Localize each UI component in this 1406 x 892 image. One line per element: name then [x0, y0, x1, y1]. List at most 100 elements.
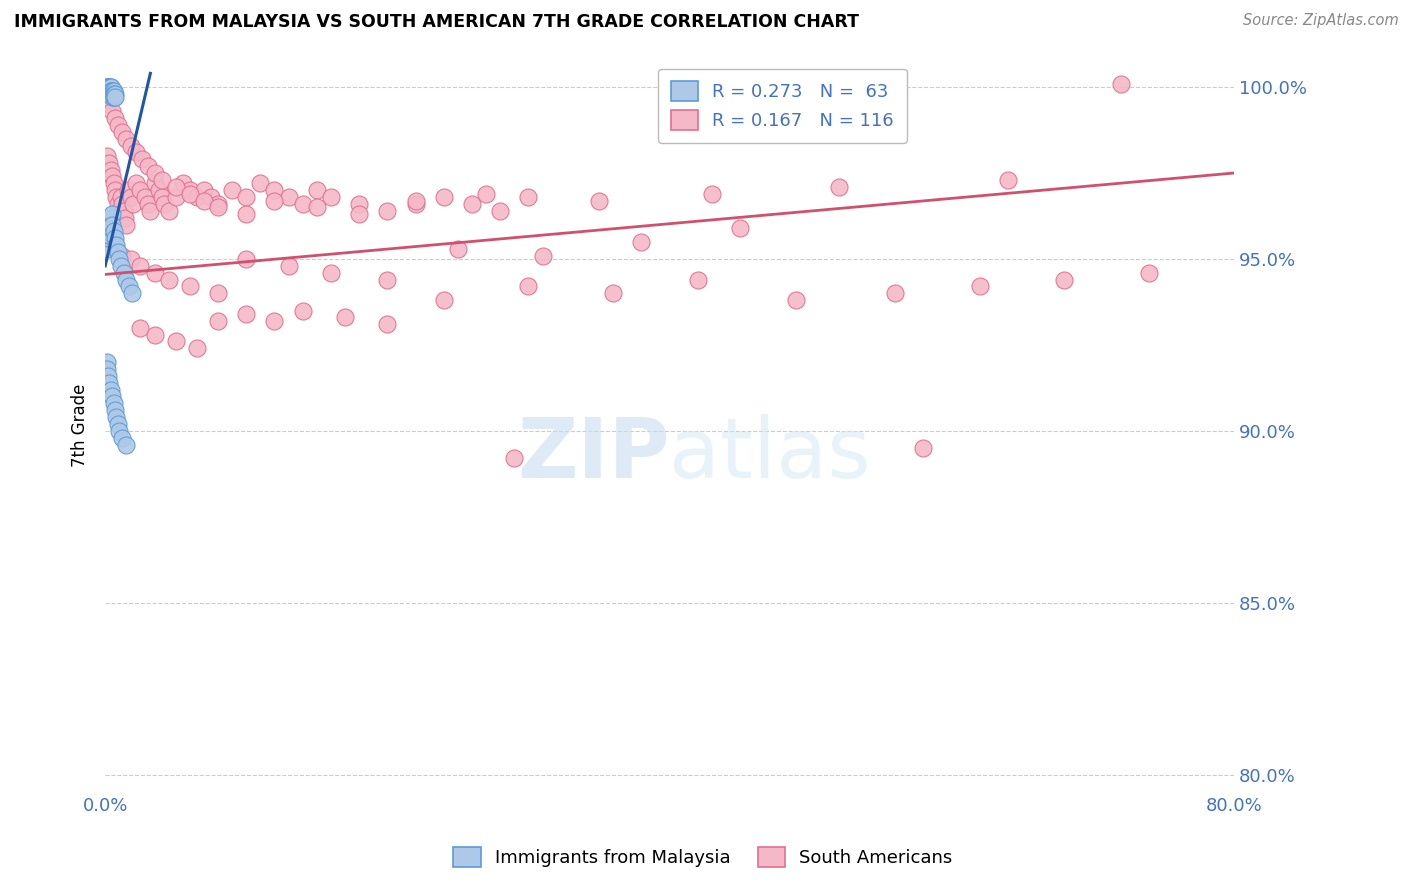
- Point: [347, 197, 370, 211]
- Point: [319, 190, 342, 204]
- Point: [97, 83, 120, 97]
- Point: [997, 173, 1019, 187]
- Point: [103, 90, 125, 104]
- Point: [405, 197, 427, 211]
- Text: atlas: atlas: [669, 415, 872, 495]
- Point: [98, 155, 121, 169]
- Point: [110, 259, 132, 273]
- Point: [96, 80, 118, 95]
- Point: [100, 211, 122, 225]
- Point: [165, 179, 187, 194]
- Point: [134, 190, 156, 204]
- Point: [97, 80, 120, 95]
- Point: [461, 197, 484, 211]
- Point: [98, 87, 121, 101]
- Point: [103, 87, 125, 101]
- Point: [103, 83, 125, 97]
- Point: [235, 207, 257, 221]
- Point: [96, 83, 118, 97]
- Point: [186, 190, 208, 204]
- Point: [447, 242, 470, 256]
- Text: Source: ZipAtlas.com: Source: ZipAtlas.com: [1243, 13, 1399, 29]
- Point: [120, 190, 142, 204]
- Text: IMMIGRANTS FROM MALAYSIA VS SOUTH AMERICAN 7TH GRADE CORRELATION CHART: IMMIGRANTS FROM MALAYSIA VS SOUTH AMERIC…: [14, 13, 859, 31]
- Point: [186, 341, 208, 355]
- Point: [98, 218, 121, 232]
- Point: [193, 183, 215, 197]
- Point: [172, 177, 194, 191]
- Point: [136, 197, 159, 211]
- Point: [111, 431, 134, 445]
- Point: [235, 190, 257, 204]
- Point: [96, 362, 118, 376]
- Point: [912, 441, 935, 455]
- Point: [728, 221, 751, 235]
- Point: [120, 138, 142, 153]
- Point: [305, 183, 328, 197]
- Point: [630, 235, 652, 249]
- Point: [143, 177, 166, 191]
- Point: [148, 183, 170, 197]
- Point: [405, 194, 427, 208]
- Point: [129, 259, 152, 273]
- Point: [103, 177, 125, 191]
- Point: [143, 327, 166, 342]
- Point: [107, 417, 129, 431]
- Point: [103, 396, 125, 410]
- Point: [118, 279, 141, 293]
- Point: [143, 166, 166, 180]
- Point: [100, 83, 122, 97]
- Point: [828, 179, 851, 194]
- Point: [377, 272, 399, 286]
- Point: [129, 320, 152, 334]
- Point: [97, 368, 120, 383]
- Point: [103, 224, 125, 238]
- Point: [121, 286, 143, 301]
- Point: [433, 293, 456, 308]
- Point: [333, 310, 356, 325]
- Point: [1109, 77, 1132, 91]
- Point: [100, 162, 122, 177]
- Point: [111, 125, 134, 139]
- Text: ZIP: ZIP: [517, 415, 669, 495]
- Point: [97, 224, 120, 238]
- Point: [207, 286, 229, 301]
- Point: [207, 314, 229, 328]
- Point: [98, 80, 121, 95]
- Point: [319, 266, 342, 280]
- Point: [96, 83, 118, 97]
- Point: [129, 183, 152, 197]
- Point: [111, 248, 134, 262]
- Point: [104, 90, 127, 104]
- Point: [100, 87, 122, 101]
- Legend: R = 0.273   N =  63, R = 0.167   N = 116: R = 0.273 N = 63, R = 0.167 N = 116: [658, 69, 907, 143]
- Point: [112, 203, 135, 218]
- Point: [110, 190, 132, 204]
- Point: [98, 87, 121, 101]
- Point: [101, 207, 124, 221]
- Point: [100, 83, 122, 97]
- Point: [235, 307, 257, 321]
- Point: [96, 355, 118, 369]
- Point: [305, 201, 328, 215]
- Point: [291, 197, 314, 211]
- Point: [117, 183, 139, 197]
- Point: [207, 197, 229, 211]
- Point: [125, 145, 148, 160]
- Point: [517, 279, 540, 293]
- Point: [101, 83, 124, 97]
- Point: [1053, 272, 1076, 286]
- Point: [200, 190, 222, 204]
- Point: [263, 194, 285, 208]
- Point: [277, 259, 299, 273]
- Point: [489, 203, 512, 218]
- Point: [101, 83, 124, 97]
- Point: [108, 203, 131, 218]
- Point: [115, 437, 138, 451]
- Point: [96, 149, 118, 163]
- Legend: Immigrants from Malaysia, South Americans: Immigrants from Malaysia, South American…: [446, 839, 960, 874]
- Point: [136, 159, 159, 173]
- Point: [221, 183, 243, 197]
- Point: [97, 166, 120, 180]
- Point: [107, 245, 129, 260]
